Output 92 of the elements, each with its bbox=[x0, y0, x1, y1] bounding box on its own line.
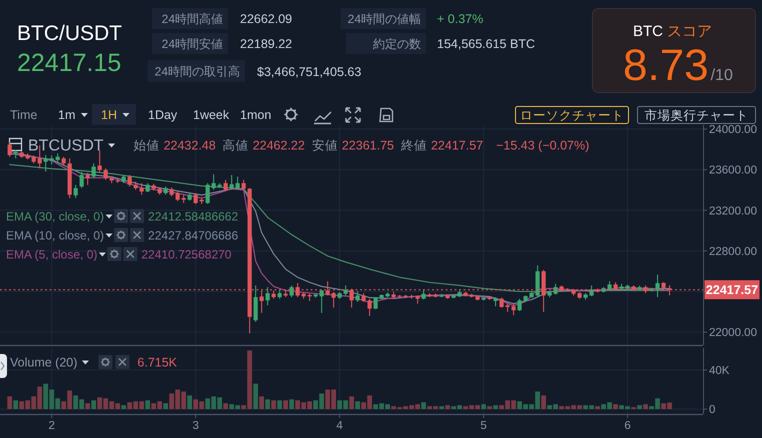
bar bbox=[85, 403, 90, 410]
text: ローソクチャート bbox=[520, 108, 624, 122]
y-tick-label: 22000.00 bbox=[709, 327, 757, 340]
bar bbox=[613, 404, 618, 410]
text: + 0.37% bbox=[437, 12, 484, 26]
y-tick-label: 23200.00 bbox=[709, 205, 757, 218]
text: $3,466,751,405.63 bbox=[257, 65, 362, 79]
ref-line-label: 22417.57 bbox=[706, 283, 758, 298]
bar bbox=[289, 399, 294, 410]
x-tick-label: 4 bbox=[336, 420, 344, 432]
candlestick bbox=[116, 178, 120, 183]
bar bbox=[223, 403, 228, 410]
text: 22189.22 bbox=[240, 37, 292, 51]
bar bbox=[13, 400, 18, 410]
text: Volume (20) bbox=[10, 356, 78, 370]
bar bbox=[283, 400, 288, 410]
bar bbox=[91, 400, 96, 410]
text: Time bbox=[10, 108, 38, 122]
y-tick-label: 23600.00 bbox=[709, 164, 757, 177]
bar bbox=[643, 404, 648, 410]
text: 1Day bbox=[148, 108, 178, 122]
text: /10 bbox=[710, 67, 733, 84]
candlestick bbox=[14, 150, 18, 158]
candlestick bbox=[152, 184, 156, 190]
bar bbox=[163, 403, 168, 410]
annotation: 22427.84706686 bbox=[148, 228, 238, 242]
bar bbox=[487, 406, 492, 410]
text: 約定の数 bbox=[373, 37, 421, 51]
text: 1mon bbox=[240, 108, 272, 122]
text: 22417.15 bbox=[17, 49, 122, 77]
y-tick-label: 40K bbox=[709, 365, 730, 377]
bar bbox=[481, 404, 486, 410]
bar bbox=[439, 406, 444, 410]
text: 24時間の取引高 bbox=[154, 64, 240, 78]
text: 1week bbox=[193, 108, 230, 122]
annotation: 始値 bbox=[134, 138, 160, 152]
text: 24時間高値 bbox=[162, 12, 223, 26]
x-tick-label: 2 bbox=[48, 420, 55, 432]
bar bbox=[271, 400, 276, 410]
annotation: 高値 bbox=[222, 138, 249, 152]
text: 22662.09 bbox=[240, 12, 292, 26]
annotation: 22412.58486662 bbox=[148, 209, 238, 224]
text: BTC bbox=[633, 23, 664, 40]
bar bbox=[145, 400, 150, 410]
x-tick-label: 3 bbox=[192, 420, 199, 432]
candlestick bbox=[98, 150, 102, 172]
bar bbox=[253, 384, 258, 410]
candlestick bbox=[128, 174, 132, 187]
candlestick bbox=[308, 294, 312, 302]
annotation: 22361.75 bbox=[342, 138, 394, 152]
text: BTC/USDT bbox=[17, 22, 122, 45]
bar bbox=[349, 396, 354, 410]
bar bbox=[265, 399, 270, 410]
text: BTCUSDT bbox=[28, 138, 104, 154]
text: 154,565.615 BTC bbox=[437, 37, 535, 51]
y-tick-label: 0 bbox=[709, 404, 716, 416]
bar bbox=[541, 395, 546, 410]
bar bbox=[187, 395, 192, 410]
annotation: 22462.22 bbox=[252, 138, 305, 152]
legend: EMA (30, close, 0) 22412.58486662 EMA (10, close, 0) 22427.84706686 EMA (5, close, 0) 22410.72568270 bbox=[6, 209, 238, 262]
bar bbox=[445, 405, 450, 410]
bar bbox=[355, 401, 360, 410]
candlestick bbox=[74, 184, 78, 198]
candlestick bbox=[164, 186, 168, 195]
y-tick-label: 22800.00 bbox=[709, 246, 757, 258]
candlestick bbox=[110, 176, 114, 184]
bar bbox=[637, 405, 642, 410]
bar bbox=[595, 406, 600, 410]
text: 8.73 bbox=[623, 41, 709, 90]
annotation: −15.43 (−0.07%) bbox=[496, 138, 590, 152]
bar bbox=[277, 400, 282, 410]
bar bbox=[421, 402, 426, 410]
annotation: 6.715K bbox=[137, 356, 178, 370]
candlestick bbox=[140, 183, 144, 195]
text: 1H bbox=[101, 108, 117, 122]
text: 24時間の値幅 bbox=[348, 12, 421, 26]
bar bbox=[259, 396, 264, 410]
x-tick-label: 6 bbox=[624, 420, 631, 432]
text: 1m bbox=[58, 108, 76, 122]
bar bbox=[7, 396, 12, 410]
text: 24時間安値 bbox=[162, 37, 223, 51]
bar bbox=[121, 405, 126, 410]
annotation: 22432.48 bbox=[164, 138, 216, 152]
bar bbox=[493, 405, 498, 410]
text: 市場奥行チャート bbox=[644, 108, 748, 122]
annotation: 22417.57 bbox=[430, 138, 484, 152]
annotation: 終値 bbox=[400, 138, 427, 152]
annotation: 22410.72568270 bbox=[141, 247, 232, 262]
x-tick-label: 5 bbox=[480, 420, 487, 432]
annotation: 安値 bbox=[312, 138, 338, 152]
text: スコア bbox=[667, 23, 712, 40]
y-tick-label: 24000.00 bbox=[709, 124, 757, 136]
